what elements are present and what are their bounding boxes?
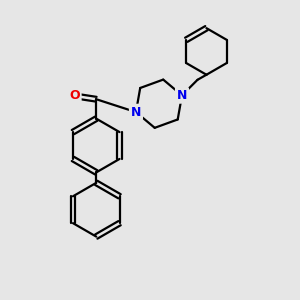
Text: O: O [69, 89, 80, 102]
Text: N: N [131, 106, 141, 118]
Text: N: N [177, 89, 187, 102]
